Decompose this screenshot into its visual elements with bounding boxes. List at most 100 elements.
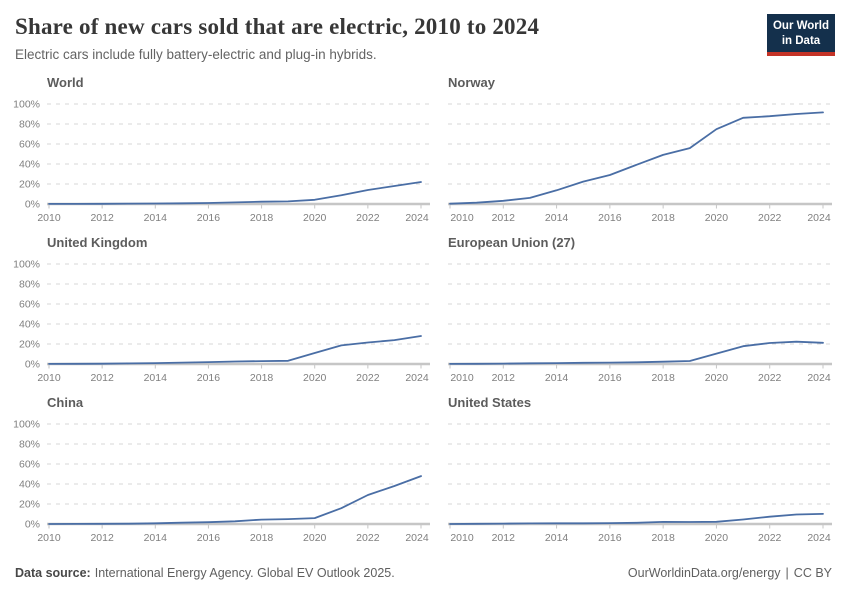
- svg-text:2020: 2020: [303, 212, 327, 224]
- svg-text:80%: 80%: [19, 118, 40, 130]
- chart-title-world: World: [47, 74, 84, 90]
- svg-text:2020: 2020: [303, 532, 327, 544]
- svg-text:2022: 2022: [758, 372, 782, 384]
- svg-text:2018: 2018: [250, 532, 274, 544]
- owid-logo-line2: in Data: [781, 34, 821, 47]
- chart-cell-united-kingdom: United Kingdom 0% 20% 40% 60% 80% 100% 2010 201…: [13, 234, 430, 394]
- data-source: Data source: International Energy Agency.…: [15, 566, 395, 580]
- footer-divider: |: [785, 565, 789, 580]
- svg-text:2022: 2022: [356, 532, 380, 544]
- svg-text:2016: 2016: [598, 532, 622, 544]
- line-chart-norway: 2010 2012 2014 2016 2018 2020 2022 2024: [448, 103, 832, 224]
- line-chart-united-kingdom: 0% 20% 40% 60% 80% 100% 2010 2012 2014 2016 2018 20…: [13, 258, 430, 384]
- footer-attribution: OurWorldinData.org/energy | CC BY: [628, 566, 832, 580]
- svg-text:2010: 2010: [37, 212, 61, 224]
- svg-text:2024: 2024: [405, 372, 429, 384]
- owid-url-link[interactable]: OurWorldinData.org/energy: [627, 565, 781, 580]
- line-chart-world: 0% 20% 40% 60% 80% 100% 2010 2012 2014 2016 2018 20…: [13, 98, 430, 224]
- svg-text:2012: 2012: [90, 372, 114, 384]
- svg-text:2022: 2022: [356, 372, 380, 384]
- svg-text:20%: 20%: [19, 178, 40, 190]
- svg-text:2018: 2018: [250, 212, 274, 224]
- chart-title-united-states: United States: [448, 394, 532, 410]
- svg-text:60%: 60%: [19, 458, 40, 470]
- chart-footer: Data source: International Energy Agency.…: [0, 554, 850, 580]
- svg-text:2022: 2022: [758, 212, 782, 224]
- page-title: Share of new cars sold that are electric…: [15, 14, 540, 39]
- svg-text:0%: 0%: [25, 198, 40, 210]
- license-label: CC BY: [793, 565, 832, 580]
- chart-cell-world: World 0% 20% 40% 60% 80% 100% 2010 2012 2014 2016…: [13, 74, 430, 234]
- chart-title-united-kingdom: United Kingdom: [47, 234, 148, 250]
- line-chart-european-union: 2010 2012 2014 2016 2018 2020 2022 2024: [448, 263, 832, 384]
- svg-text:2020: 2020: [705, 532, 729, 544]
- svg-text:2020: 2020: [303, 372, 327, 384]
- svg-text:2018: 2018: [651, 212, 675, 224]
- svg-text:2012: 2012: [492, 532, 516, 544]
- svg-text:2012: 2012: [90, 532, 114, 544]
- svg-text:2022: 2022: [758, 532, 782, 544]
- svg-text:2014: 2014: [545, 212, 569, 224]
- small-multiples-grid: World 0% 20% 40% 60% 80% 100% 2010 2012 2014 2016…: [0, 62, 850, 554]
- svg-text:2018: 2018: [651, 372, 675, 384]
- line-chart-china: 0% 20% 40% 60% 80% 100% 2010 2012 2014 2016 2018 20…: [13, 418, 430, 544]
- chart-title-norway: Norway: [448, 74, 495, 90]
- chart-cell-united-states: United States 2010 2012 2014 2016 2018 2020 20…: [448, 394, 832, 554]
- svg-text:2024: 2024: [405, 212, 429, 224]
- header-text: Share of new cars sold that are electric…: [15, 13, 539, 62]
- chart-subtitle: Electric cars include fully battery-elec…: [15, 46, 377, 62]
- data-source-label: Data source:: [15, 565, 91, 580]
- svg-text:2012: 2012: [492, 372, 516, 384]
- svg-text:2012: 2012: [90, 212, 114, 224]
- svg-text:2024: 2024: [807, 212, 831, 224]
- svg-text:2024: 2024: [807, 532, 831, 544]
- svg-text:80%: 80%: [19, 278, 40, 290]
- svg-text:2014: 2014: [144, 372, 168, 384]
- svg-text:2022: 2022: [356, 212, 380, 224]
- svg-text:2010: 2010: [450, 372, 474, 384]
- svg-text:2010: 2010: [37, 532, 61, 544]
- svg-text:100%: 100%: [13, 418, 40, 430]
- svg-text:2016: 2016: [197, 372, 221, 384]
- chart-header: Share of new cars sold that are electric…: [0, 0, 850, 62]
- svg-text:2010: 2010: [450, 532, 474, 544]
- chart-cell-european-union: European Union (27) 2010 2012 2014 2016 2018…: [448, 234, 832, 394]
- svg-text:60%: 60%: [19, 298, 40, 310]
- svg-text:60%: 60%: [19, 138, 40, 150]
- owid-logo[interactable]: Our World in Data: [767, 14, 835, 57]
- svg-text:2018: 2018: [250, 372, 274, 384]
- svg-text:20%: 20%: [19, 338, 40, 350]
- svg-text:2014: 2014: [545, 532, 569, 544]
- svg-text:2012: 2012: [492, 212, 516, 224]
- chart-cell-china: China 0% 20% 40% 60% 80% 100% 2010 2012 2014 2016…: [13, 394, 430, 554]
- line-chart-united-states: 2010 2012 2014 2016 2018 2020 2022 2024: [448, 423, 832, 544]
- svg-text:2014: 2014: [144, 532, 168, 544]
- svg-text:2016: 2016: [598, 372, 622, 384]
- svg-text:40%: 40%: [19, 318, 40, 330]
- svg-text:2020: 2020: [705, 212, 729, 224]
- svg-text:40%: 40%: [19, 158, 40, 170]
- chart-title-china: China: [47, 394, 84, 410]
- svg-text:2024: 2024: [807, 372, 831, 384]
- svg-text:2014: 2014: [144, 212, 168, 224]
- svg-text:0%: 0%: [25, 518, 40, 530]
- svg-text:80%: 80%: [19, 438, 40, 450]
- svg-text:100%: 100%: [13, 258, 40, 270]
- svg-text:0%: 0%: [25, 358, 40, 370]
- svg-text:2016: 2016: [598, 212, 622, 224]
- data-source-text: International Energy Agency. Global EV O…: [94, 565, 395, 580]
- svg-text:20%: 20%: [19, 498, 40, 510]
- svg-text:2016: 2016: [197, 212, 221, 224]
- svg-text:40%: 40%: [19, 478, 40, 490]
- chart-cell-norway: Norway 2010 2012 2014 2016 2018 2020 2022 2024: [448, 74, 832, 234]
- svg-text:2018: 2018: [651, 532, 675, 544]
- svg-text:2010: 2010: [37, 372, 61, 384]
- svg-text:2010: 2010: [450, 212, 474, 224]
- svg-text:2014: 2014: [545, 372, 569, 384]
- svg-text:100%: 100%: [13, 98, 40, 110]
- chart-title-european-union: European Union (27): [448, 234, 576, 250]
- svg-text:2016: 2016: [197, 532, 221, 544]
- owid-logo-line1: Our World: [772, 20, 829, 32]
- svg-text:2024: 2024: [405, 532, 429, 544]
- svg-text:2020: 2020: [705, 372, 729, 384]
